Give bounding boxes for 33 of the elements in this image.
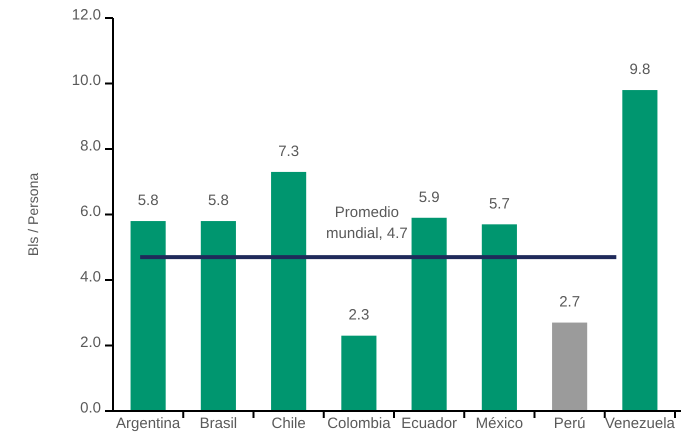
data-label: 5.8 (138, 192, 159, 210)
x-tick-label: Argentina (116, 415, 181, 432)
y-tick-label: 0.0 (80, 400, 101, 416)
data-label: 5.7 (488, 195, 510, 212)
data-label: 2.3 (348, 306, 370, 324)
x-tick-label: Venezuela (604, 415, 676, 432)
data-label: 9.8 (629, 61, 650, 78)
x-tick-label: Chile (272, 415, 306, 432)
bar (200, 221, 236, 411)
bar (341, 336, 376, 411)
x-tick-label: Colombia (327, 415, 392, 432)
data-label: 2.7 (559, 294, 580, 311)
x-tick-label: Brasil (200, 415, 238, 432)
bar (271, 172, 306, 411)
x-tick-label: México (476, 415, 524, 432)
y-tick-label: 2.0 (80, 334, 101, 351)
y-tick-label: 4.0 (80, 268, 101, 286)
bar (412, 218, 447, 411)
bar (622, 90, 658, 411)
bar (130, 221, 166, 411)
y-axis-title: Bls / Persona (25, 172, 41, 256)
bar (482, 224, 517, 411)
y-tick-label: 8.0 (80, 138, 101, 154)
y-tick-label: 12.0 (72, 6, 101, 24)
y-tick-label: 6.0 (80, 203, 101, 220)
data-label: 5.9 (418, 188, 440, 206)
y-tick-label: 10.0 (72, 72, 101, 89)
ref-line-label: Promedio mundial, 4.7 (326, 204, 408, 242)
data-label: 7.3 (278, 142, 300, 160)
x-tick-label: Perú (554, 415, 586, 432)
x-tick-label: Ecuador (401, 415, 458, 432)
bar (552, 322, 588, 411)
data-label: 5.8 (208, 192, 229, 210)
